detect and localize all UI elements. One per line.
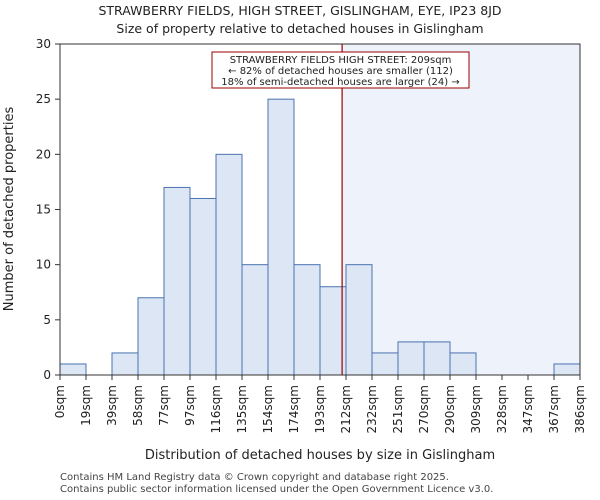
bar: [423, 341, 451, 376]
x-axis-label: Distribution of detached houses by size …: [145, 448, 495, 463]
bar: [267, 98, 295, 376]
y-tick-label: 15: [36, 203, 51, 217]
annotation-line: 18% of semi-detached houses are larger (…: [221, 77, 459, 88]
x-tick-label: 309sqm: [469, 385, 483, 433]
x-tick-label: 97sqm: [183, 385, 197, 426]
x-tick-label: 154sqm: [261, 385, 275, 433]
bar: [553, 363, 581, 376]
y-tick-label: 25: [36, 92, 51, 106]
x-tick-label: 174sqm: [287, 385, 301, 433]
x-tick-label: 386sqm: [573, 385, 587, 433]
x-tick-label: 270sqm: [417, 385, 431, 433]
y-tick-label: 30: [36, 37, 51, 51]
x-tick-label: 347sqm: [521, 385, 535, 433]
bar: [371, 352, 399, 376]
y-tick-label: 10: [36, 258, 51, 272]
bar: [345, 264, 373, 376]
x-tick-label: 58sqm: [131, 385, 145, 426]
bar: [111, 352, 139, 376]
x-tick-label: 328sqm: [495, 385, 509, 433]
bar: [59, 363, 87, 376]
y-axis-label: Number of detached properties: [2, 107, 17, 312]
bar: [189, 197, 217, 376]
y-tick-label: 5: [43, 313, 51, 327]
footer-licence: Contains public sector information licen…: [60, 484, 494, 495]
x-tick-label: 193sqm: [313, 385, 327, 433]
y-tick-label: 0: [43, 368, 51, 382]
x-tick-label: 116sqm: [209, 385, 223, 433]
chart-title: STRAWBERRY FIELDS, HIGH STREET, GISLINGH…: [98, 3, 501, 18]
x-tick-label: 135sqm: [235, 385, 249, 433]
x-tick-label: 251sqm: [391, 385, 405, 433]
bar: [397, 341, 425, 376]
footer-copyright: Contains HM Land Registry data © Crown c…: [60, 472, 449, 483]
x-tick-label: 367sqm: [547, 385, 561, 433]
x-tick-label: 19sqm: [79, 385, 93, 426]
bar: [137, 297, 165, 376]
highlight-region: [342, 44, 580, 375]
x-tick-label: 212sqm: [339, 385, 353, 433]
x-tick-label: 77sqm: [157, 385, 171, 426]
x-tick-label: 290sqm: [443, 385, 457, 433]
annotation-line: ← 82% of detached houses are smaller (11…: [228, 66, 453, 77]
bar: [449, 352, 477, 376]
annotation-line: STRAWBERRY FIELDS HIGH STREET: 209sqm: [230, 55, 452, 66]
chart-subtitle: Size of property relative to detached ho…: [116, 21, 483, 36]
bar: [215, 153, 243, 376]
x-tick-label: 39sqm: [105, 385, 119, 426]
bar: [241, 264, 269, 376]
bar: [293, 264, 321, 376]
bar: [163, 186, 191, 376]
x-tick-label: 232sqm: [365, 385, 379, 433]
y-tick-label: 20: [36, 147, 51, 161]
plot-area: 0 5 10 15 20 25 30 0sqm 19sqm 39sqm 58sqm 77sqm 97sq…: [36, 37, 587, 433]
x-tick-label: 0sqm: [53, 385, 67, 418]
annotation-box: [211, 51, 470, 89]
